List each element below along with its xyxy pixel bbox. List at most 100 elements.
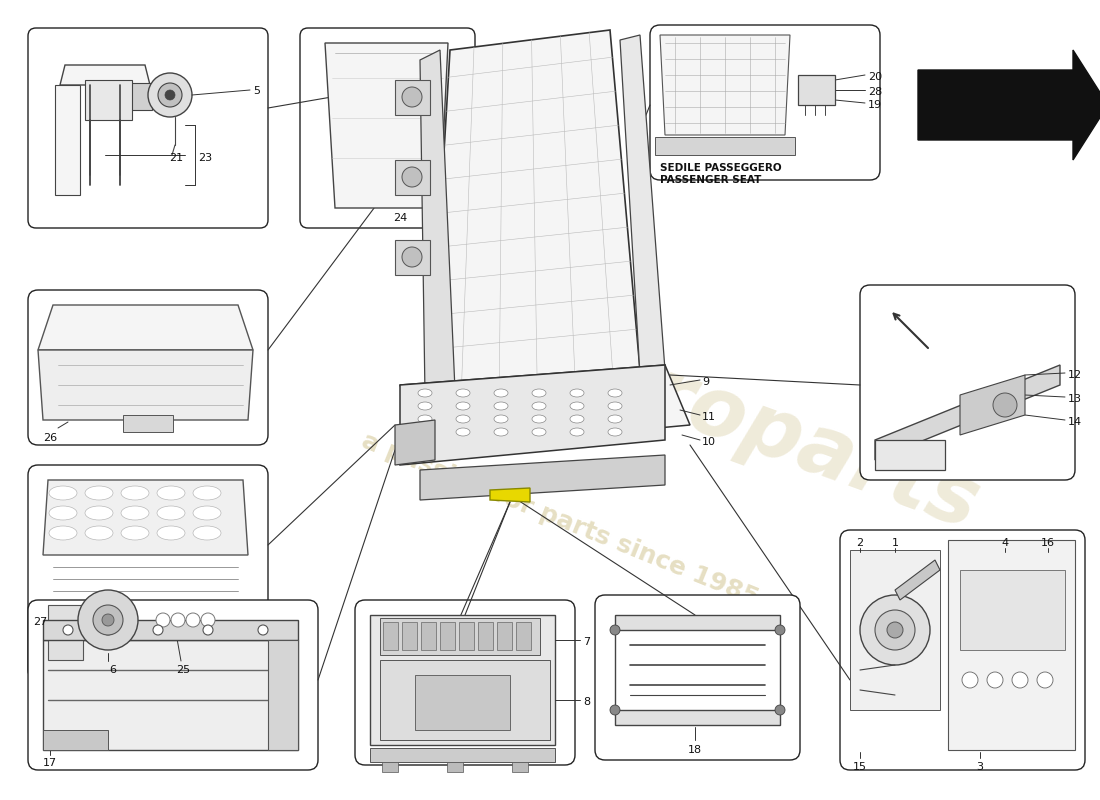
Text: SEDILE PASSEGGERO: SEDILE PASSEGGERO	[660, 163, 782, 173]
Text: 19: 19	[868, 100, 882, 110]
Text: a passion for parts since 1985: a passion for parts since 1985	[358, 429, 762, 611]
Ellipse shape	[50, 506, 77, 520]
Text: 16: 16	[1041, 538, 1055, 548]
Polygon shape	[48, 605, 82, 660]
Ellipse shape	[570, 415, 584, 423]
Polygon shape	[798, 75, 835, 105]
Polygon shape	[615, 710, 780, 725]
Text: 18: 18	[688, 745, 702, 755]
Circle shape	[78, 590, 138, 650]
Ellipse shape	[608, 428, 622, 436]
Polygon shape	[43, 620, 298, 640]
Polygon shape	[382, 762, 398, 772]
Ellipse shape	[608, 415, 622, 423]
Polygon shape	[948, 540, 1075, 750]
Polygon shape	[395, 160, 430, 195]
Ellipse shape	[418, 428, 432, 436]
Circle shape	[165, 90, 175, 100]
Polygon shape	[490, 488, 530, 502]
Circle shape	[402, 87, 422, 107]
Text: 12: 12	[1068, 370, 1082, 380]
Polygon shape	[395, 240, 430, 275]
Polygon shape	[620, 35, 666, 375]
Polygon shape	[654, 137, 795, 155]
Ellipse shape	[608, 402, 622, 410]
Circle shape	[94, 605, 123, 635]
Text: 8: 8	[583, 697, 590, 707]
Ellipse shape	[157, 486, 185, 500]
Polygon shape	[459, 622, 474, 650]
Text: 7: 7	[583, 637, 590, 647]
Polygon shape	[420, 455, 666, 500]
Text: 13: 13	[1068, 394, 1082, 404]
Polygon shape	[512, 762, 528, 772]
Ellipse shape	[157, 506, 185, 520]
Circle shape	[102, 614, 114, 626]
FancyBboxPatch shape	[300, 28, 475, 228]
Polygon shape	[478, 622, 493, 650]
Text: 10: 10	[702, 437, 716, 447]
Circle shape	[63, 625, 73, 635]
Polygon shape	[324, 43, 448, 208]
Polygon shape	[43, 640, 298, 750]
Text: 5: 5	[253, 86, 260, 96]
Circle shape	[610, 705, 620, 715]
Polygon shape	[447, 762, 463, 772]
Ellipse shape	[418, 415, 432, 423]
Polygon shape	[379, 618, 540, 655]
FancyBboxPatch shape	[28, 465, 268, 680]
Polygon shape	[85, 80, 132, 120]
Text: 23: 23	[198, 153, 212, 163]
Polygon shape	[370, 748, 556, 762]
Polygon shape	[850, 550, 940, 710]
Polygon shape	[402, 622, 417, 650]
FancyBboxPatch shape	[28, 28, 268, 228]
Polygon shape	[895, 560, 940, 600]
Polygon shape	[660, 35, 790, 135]
Polygon shape	[400, 365, 690, 450]
Text: 14: 14	[1068, 417, 1082, 427]
Ellipse shape	[157, 526, 185, 540]
Text: 15: 15	[852, 762, 867, 772]
Polygon shape	[379, 660, 550, 740]
Text: 26: 26	[43, 433, 57, 443]
FancyBboxPatch shape	[595, 595, 800, 760]
Polygon shape	[874, 440, 945, 470]
Polygon shape	[268, 640, 298, 750]
Ellipse shape	[121, 506, 148, 520]
Ellipse shape	[532, 415, 546, 423]
Text: 28: 28	[868, 87, 882, 97]
FancyBboxPatch shape	[355, 600, 575, 765]
Polygon shape	[395, 80, 430, 115]
Circle shape	[987, 672, 1003, 688]
Polygon shape	[383, 622, 398, 650]
Ellipse shape	[570, 389, 584, 397]
Polygon shape	[130, 83, 152, 110]
Ellipse shape	[418, 389, 432, 397]
Ellipse shape	[494, 415, 508, 423]
Ellipse shape	[192, 506, 221, 520]
Polygon shape	[43, 480, 248, 555]
FancyBboxPatch shape	[28, 600, 318, 770]
Polygon shape	[440, 622, 455, 650]
Circle shape	[860, 595, 930, 665]
FancyBboxPatch shape	[650, 25, 880, 180]
Polygon shape	[615, 615, 780, 630]
Ellipse shape	[570, 428, 584, 436]
Circle shape	[402, 167, 422, 187]
Polygon shape	[39, 305, 253, 350]
Polygon shape	[516, 622, 531, 650]
Ellipse shape	[121, 526, 148, 540]
Ellipse shape	[532, 389, 546, 397]
Ellipse shape	[532, 428, 546, 436]
Text: 27: 27	[33, 617, 47, 627]
Ellipse shape	[50, 526, 77, 540]
FancyBboxPatch shape	[860, 285, 1075, 480]
Circle shape	[993, 393, 1018, 417]
Ellipse shape	[570, 402, 584, 410]
Polygon shape	[395, 420, 434, 465]
Text: 20: 20	[868, 72, 882, 82]
Polygon shape	[430, 30, 640, 390]
Polygon shape	[421, 622, 436, 650]
FancyBboxPatch shape	[840, 530, 1085, 770]
